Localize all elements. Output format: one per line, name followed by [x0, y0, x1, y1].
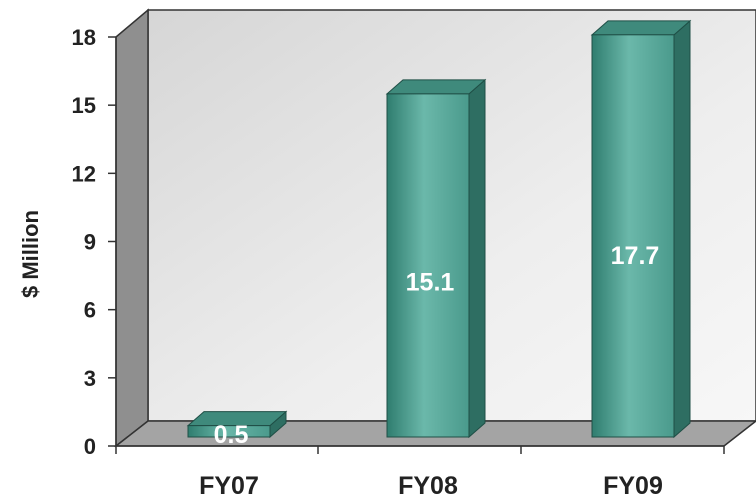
- x-category-label: FY08: [398, 472, 458, 500]
- y-tick-label: 6: [84, 298, 96, 323]
- bar-value-label: 17.7: [611, 242, 660, 270]
- y-tick-label: 0: [84, 434, 96, 459]
- bar-fy07: 0.5: [186, 410, 288, 449]
- y-tick-label: 9: [84, 230, 96, 255]
- bar-fy09: 17.7: [590, 19, 692, 439]
- x-category-label: FY07: [199, 472, 259, 500]
- x-axis-categories: FY07 FY08 FY09: [115, 446, 725, 500]
- bar-value-label: 0.5: [214, 421, 249, 449]
- bar-side-face: [468, 78, 486, 439]
- bar-top-face: [590, 20, 692, 36]
- y-tick-label: 3: [84, 366, 96, 391]
- bar-value-label: 15.1: [406, 269, 455, 297]
- y-axis-ticks: 0 3 6 9 12 15 18: [72, 25, 116, 459]
- bar-front-face: [386, 93, 470, 438]
- y-tick-label: 15: [72, 93, 96, 118]
- y-tick-label: 12: [72, 161, 96, 186]
- bar-front-face: [591, 34, 675, 438]
- x-category-label: FY09: [603, 472, 663, 500]
- bar-front-face: [187, 425, 271, 438]
- chart-side-wall: [115, 8, 149, 448]
- y-tick-label: 18: [72, 25, 96, 50]
- bar-side-face: [673, 19, 691, 439]
- bar-top-face: [385, 79, 487, 95]
- bars-group: 0.5 15.1 17.7: [186, 19, 692, 449]
- y-axis-label: $ Million: [18, 210, 43, 298]
- bar-fy08: 15.1: [385, 78, 487, 439]
